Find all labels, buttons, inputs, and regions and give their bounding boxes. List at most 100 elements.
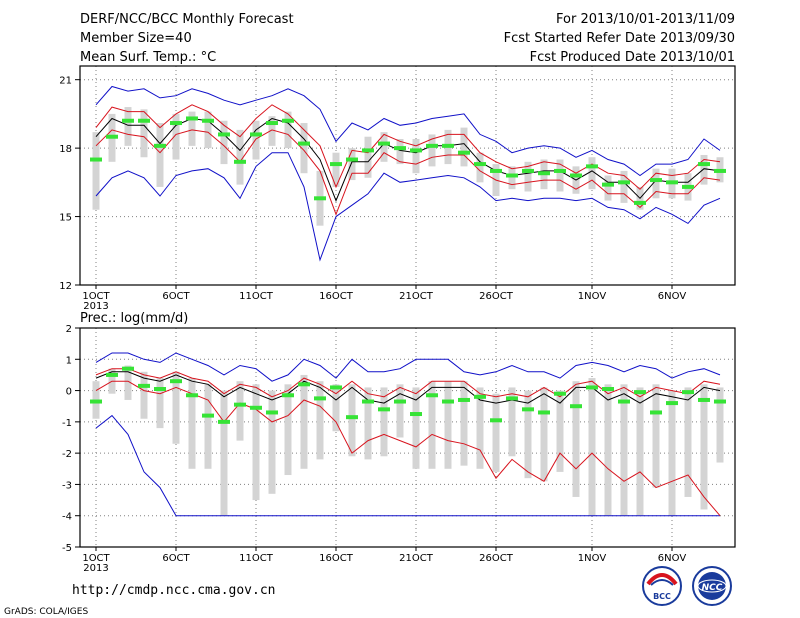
precipitation-spread-box bbox=[284, 384, 292, 476]
precipitation-y-tick-label: -4 bbox=[62, 512, 72, 523]
precipitation-spread-box bbox=[268, 390, 276, 494]
temperature-x-tick-label: 1NOV bbox=[578, 291, 607, 302]
temperature-median-mark bbox=[634, 200, 646, 205]
precipitation-spread-box bbox=[348, 384, 356, 457]
temperature-x-tick-label: 26OCT bbox=[479, 291, 514, 302]
precipitation-spread-box bbox=[204, 384, 212, 469]
temperature-y-axis: 12 15 18 21 bbox=[59, 76, 80, 292]
precipitation-spread-box bbox=[364, 387, 372, 460]
precipitation-median-mark bbox=[634, 390, 646, 395]
ncc-logo-text: NCC bbox=[702, 583, 723, 593]
precipitation-spread-box bbox=[236, 381, 244, 441]
temperature-median-mark bbox=[122, 118, 134, 123]
temperature-median-mark bbox=[330, 162, 342, 167]
precipitation-spread-box bbox=[172, 371, 180, 444]
precipitation-median-mark bbox=[698, 397, 710, 402]
precipitation-y-tick-label: 0 bbox=[66, 387, 72, 398]
precipitation-x-tick-label: 6NOV bbox=[658, 553, 687, 564]
temperature-median-mark bbox=[138, 118, 150, 123]
temperature-spread-box bbox=[284, 111, 292, 149]
temperature-median-mark bbox=[90, 157, 102, 162]
precipitation-median-mark bbox=[250, 405, 262, 410]
temperature-y-tick-label: 15 bbox=[59, 213, 72, 224]
precipitation-median-mark bbox=[538, 410, 550, 415]
precipitation-x-year-label: 2013 bbox=[83, 563, 108, 574]
temperature-median-mark bbox=[378, 141, 390, 146]
temperature-boxes bbox=[92, 107, 724, 226]
precipitation-median-mark bbox=[714, 399, 726, 404]
precipitation-spread-box bbox=[252, 384, 260, 501]
precipitation-median-mark bbox=[282, 393, 294, 398]
precipitation-spread-box bbox=[668, 390, 676, 516]
temperature-min-line bbox=[95, 152, 721, 262]
precipitation-median-mark bbox=[650, 410, 662, 415]
precipitation-spread-box bbox=[572, 381, 580, 497]
precipitation-spread-box bbox=[700, 384, 708, 510]
bcc-logo-text: BCC bbox=[653, 592, 671, 601]
temperature-median-mark bbox=[602, 182, 614, 187]
temperature-median-mark bbox=[698, 162, 710, 167]
temperature-median-mark bbox=[586, 164, 598, 169]
precipitation-spread-box bbox=[652, 384, 660, 488]
precipitation-median-mark bbox=[170, 379, 182, 384]
temperature-median-mark bbox=[170, 121, 182, 126]
precipitation-spread-box bbox=[588, 378, 596, 516]
temperature-y-tick-label: 21 bbox=[59, 76, 72, 87]
temperature-x-tick-label: 1OCT bbox=[82, 291, 110, 302]
temperature-median-mark bbox=[202, 118, 214, 123]
temperature-spread-box bbox=[476, 152, 484, 183]
precipitation-spread-box bbox=[220, 390, 228, 516]
precipitation-median-mark bbox=[506, 396, 518, 401]
temperature-median-mark bbox=[522, 168, 534, 173]
precipitation-x-tick-label: 21OCT bbox=[399, 553, 434, 564]
temperature-median-mark bbox=[490, 168, 502, 173]
precipitation-spread-box bbox=[636, 387, 644, 516]
temperature-spread-box bbox=[428, 134, 436, 167]
precipitation-frame bbox=[79, 327, 736, 548]
temperature-spread-box bbox=[604, 175, 612, 201]
temperature-spread-box bbox=[380, 132, 388, 162]
temperature-median-mark bbox=[282, 118, 294, 123]
precipitation-median-mark bbox=[330, 385, 342, 390]
precipitation-spread-box bbox=[620, 384, 628, 516]
precipitation-spread-box bbox=[300, 374, 308, 469]
temperature-spread-box bbox=[588, 157, 596, 190]
temperature-median-mark bbox=[314, 196, 326, 201]
precipitation-x-tick-label: 1OCT bbox=[82, 553, 110, 564]
precipitation-spread-box bbox=[380, 387, 388, 457]
temperature-x-year-label: 2013 bbox=[83, 301, 108, 312]
temperature-median-mark bbox=[650, 178, 662, 183]
temperature-lines bbox=[95, 85, 721, 262]
temperature-median-mark bbox=[458, 150, 470, 155]
precipitation-spread-box bbox=[476, 387, 484, 469]
temperature-median-mark bbox=[394, 146, 406, 151]
precipitation-median-mark bbox=[218, 419, 230, 424]
temperature-spread-box bbox=[652, 168, 660, 199]
bcc-logo: BCC bbox=[642, 566, 682, 606]
precipitation-median-mark bbox=[266, 410, 278, 415]
precipitation-spread-box bbox=[460, 381, 468, 466]
precipitation-lines bbox=[95, 352, 721, 517]
variable-label: Mean Surf. Temp.: °C bbox=[80, 50, 216, 65]
precipitation-label: Prec.: log(mm/d) bbox=[80, 311, 188, 326]
source-url[interactable]: http://cmdp.ncc.cma.gov.cn bbox=[72, 583, 276, 598]
member-size-label: Member Size=40 bbox=[80, 31, 192, 46]
temperature-median-mark bbox=[346, 157, 358, 162]
figure-title: DERF/NCC/BCC Monthly Forecast bbox=[80, 12, 294, 27]
precipitation-median-mark bbox=[442, 399, 454, 404]
precipitation-x-tick-label: 1NOV bbox=[578, 553, 607, 564]
precipitation-spread-box bbox=[396, 384, 404, 438]
temperature-median-mark bbox=[410, 148, 422, 153]
precipitation-upper-line bbox=[95, 368, 721, 398]
temperature-spread-box bbox=[700, 154, 708, 185]
temperature-frame bbox=[79, 65, 736, 286]
precipitation-max-line bbox=[95, 352, 721, 382]
precipitation-spread-box bbox=[524, 390, 532, 479]
temperature-medians bbox=[90, 116, 726, 205]
precipitation-mean-line bbox=[95, 371, 721, 404]
temperature-median-mark bbox=[362, 148, 374, 153]
